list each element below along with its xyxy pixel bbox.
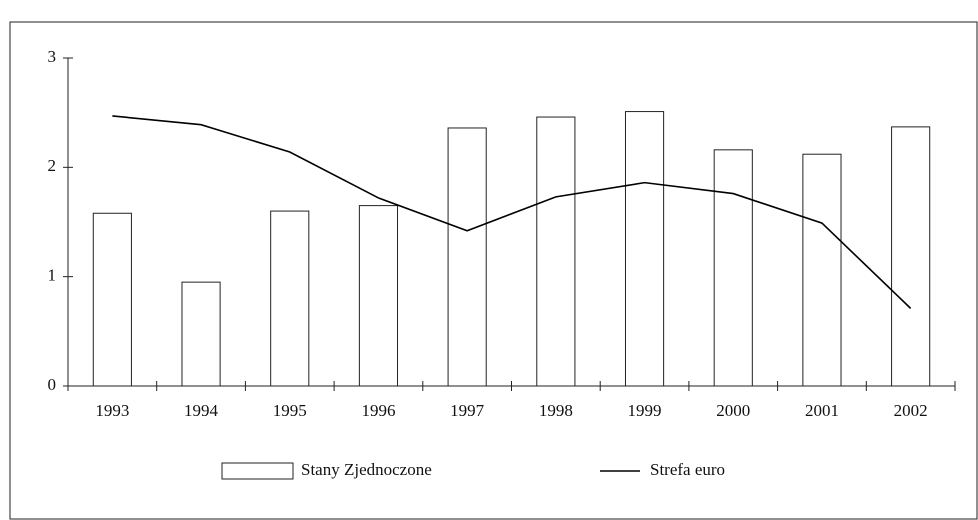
x-tick-label: 1999 — [628, 401, 662, 420]
y-tick-label: 1 — [48, 266, 57, 285]
x-tick-label: 1993 — [95, 401, 129, 420]
bar — [92, 212, 132, 387]
bar — [713, 149, 753, 387]
x-tick-label: 1995 — [273, 401, 307, 420]
bar — [802, 153, 842, 387]
legend-swatch — [221, 462, 294, 480]
bar — [536, 116, 576, 387]
legend-label: Stany Zjednoczone — [301, 460, 432, 479]
frame — [9, 21, 978, 520]
bar — [891, 126, 931, 387]
x-tick-label: 1996 — [361, 401, 395, 420]
x-tick-label: 1994 — [184, 401, 219, 420]
x-tick-label: 2002 — [894, 401, 928, 420]
y-tick-label: 0 — [48, 375, 57, 394]
x-tick-label: 2000 — [716, 401, 750, 420]
x-tick-label: 1998 — [539, 401, 573, 420]
bar — [270, 210, 310, 387]
bar — [181, 281, 221, 387]
bar — [447, 127, 487, 387]
line — [112, 115, 912, 309]
x-tick-label: 1997 — [450, 401, 485, 420]
bar — [624, 111, 665, 387]
y-tick-label: 2 — [48, 156, 57, 175]
x-tick-label: 2001 — [805, 401, 839, 420]
bar — [358, 205, 399, 387]
y-tick-label: 3 — [48, 47, 57, 66]
legend-label: Strefa euro — [650, 460, 725, 479]
